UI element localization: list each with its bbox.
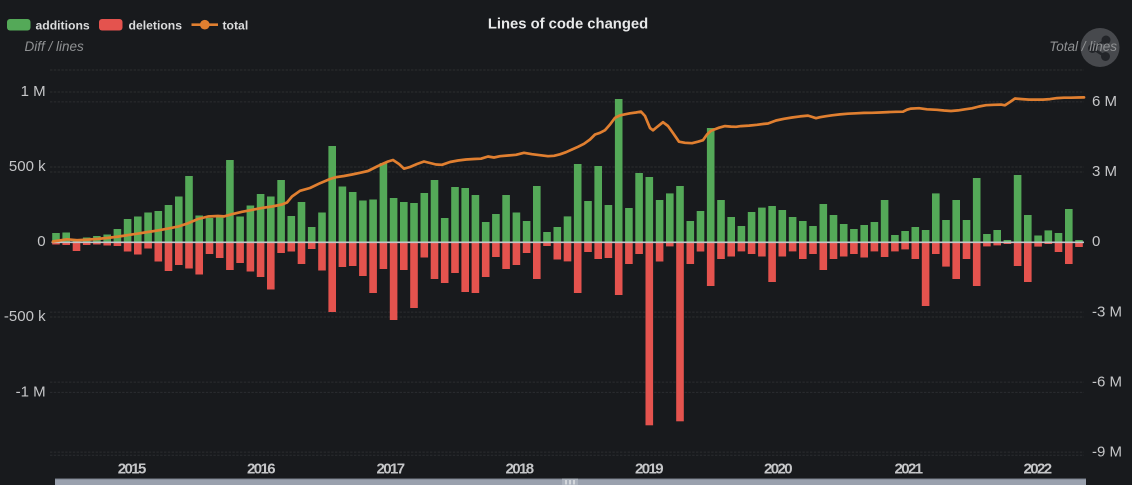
svg-text:Diff / lines: Diff / lines: [25, 39, 85, 54]
svg-text:2020: 2020: [764, 460, 792, 477]
svg-text:-3 M: -3 M: [1092, 303, 1122, 320]
svg-text:-500 k: -500 k: [4, 308, 46, 325]
svg-text:1 M: 1 M: [21, 83, 46, 100]
svg-text:-1 M: -1 M: [16, 384, 46, 401]
svg-text:2015: 2015: [118, 460, 146, 477]
svg-text:deletions: deletions: [129, 19, 183, 33]
svg-text:0: 0: [37, 233, 45, 250]
svg-text:0: 0: [1092, 233, 1100, 250]
svg-text:2022: 2022: [1024, 460, 1052, 477]
svg-text:500 k: 500 k: [9, 158, 46, 175]
svg-text:Total / lines: Total / lines: [1049, 39, 1117, 54]
svg-text:-9 M: -9 M: [1092, 443, 1122, 460]
svg-text:2018: 2018: [506, 460, 534, 477]
svg-text:2019: 2019: [635, 460, 663, 477]
svg-text:-6 M: -6 M: [1092, 373, 1122, 390]
svg-text:3 M: 3 M: [1092, 163, 1117, 180]
svg-text:2021: 2021: [895, 460, 923, 477]
svg-text:2016: 2016: [247, 460, 275, 477]
svg-text:additions: additions: [36, 19, 90, 33]
svg-text:total: total: [223, 19, 249, 33]
svg-text:2017: 2017: [377, 460, 405, 477]
svg-text:Lines of code changed: Lines of code changed: [488, 17, 648, 33]
svg-text:6 M: 6 M: [1092, 93, 1117, 110]
